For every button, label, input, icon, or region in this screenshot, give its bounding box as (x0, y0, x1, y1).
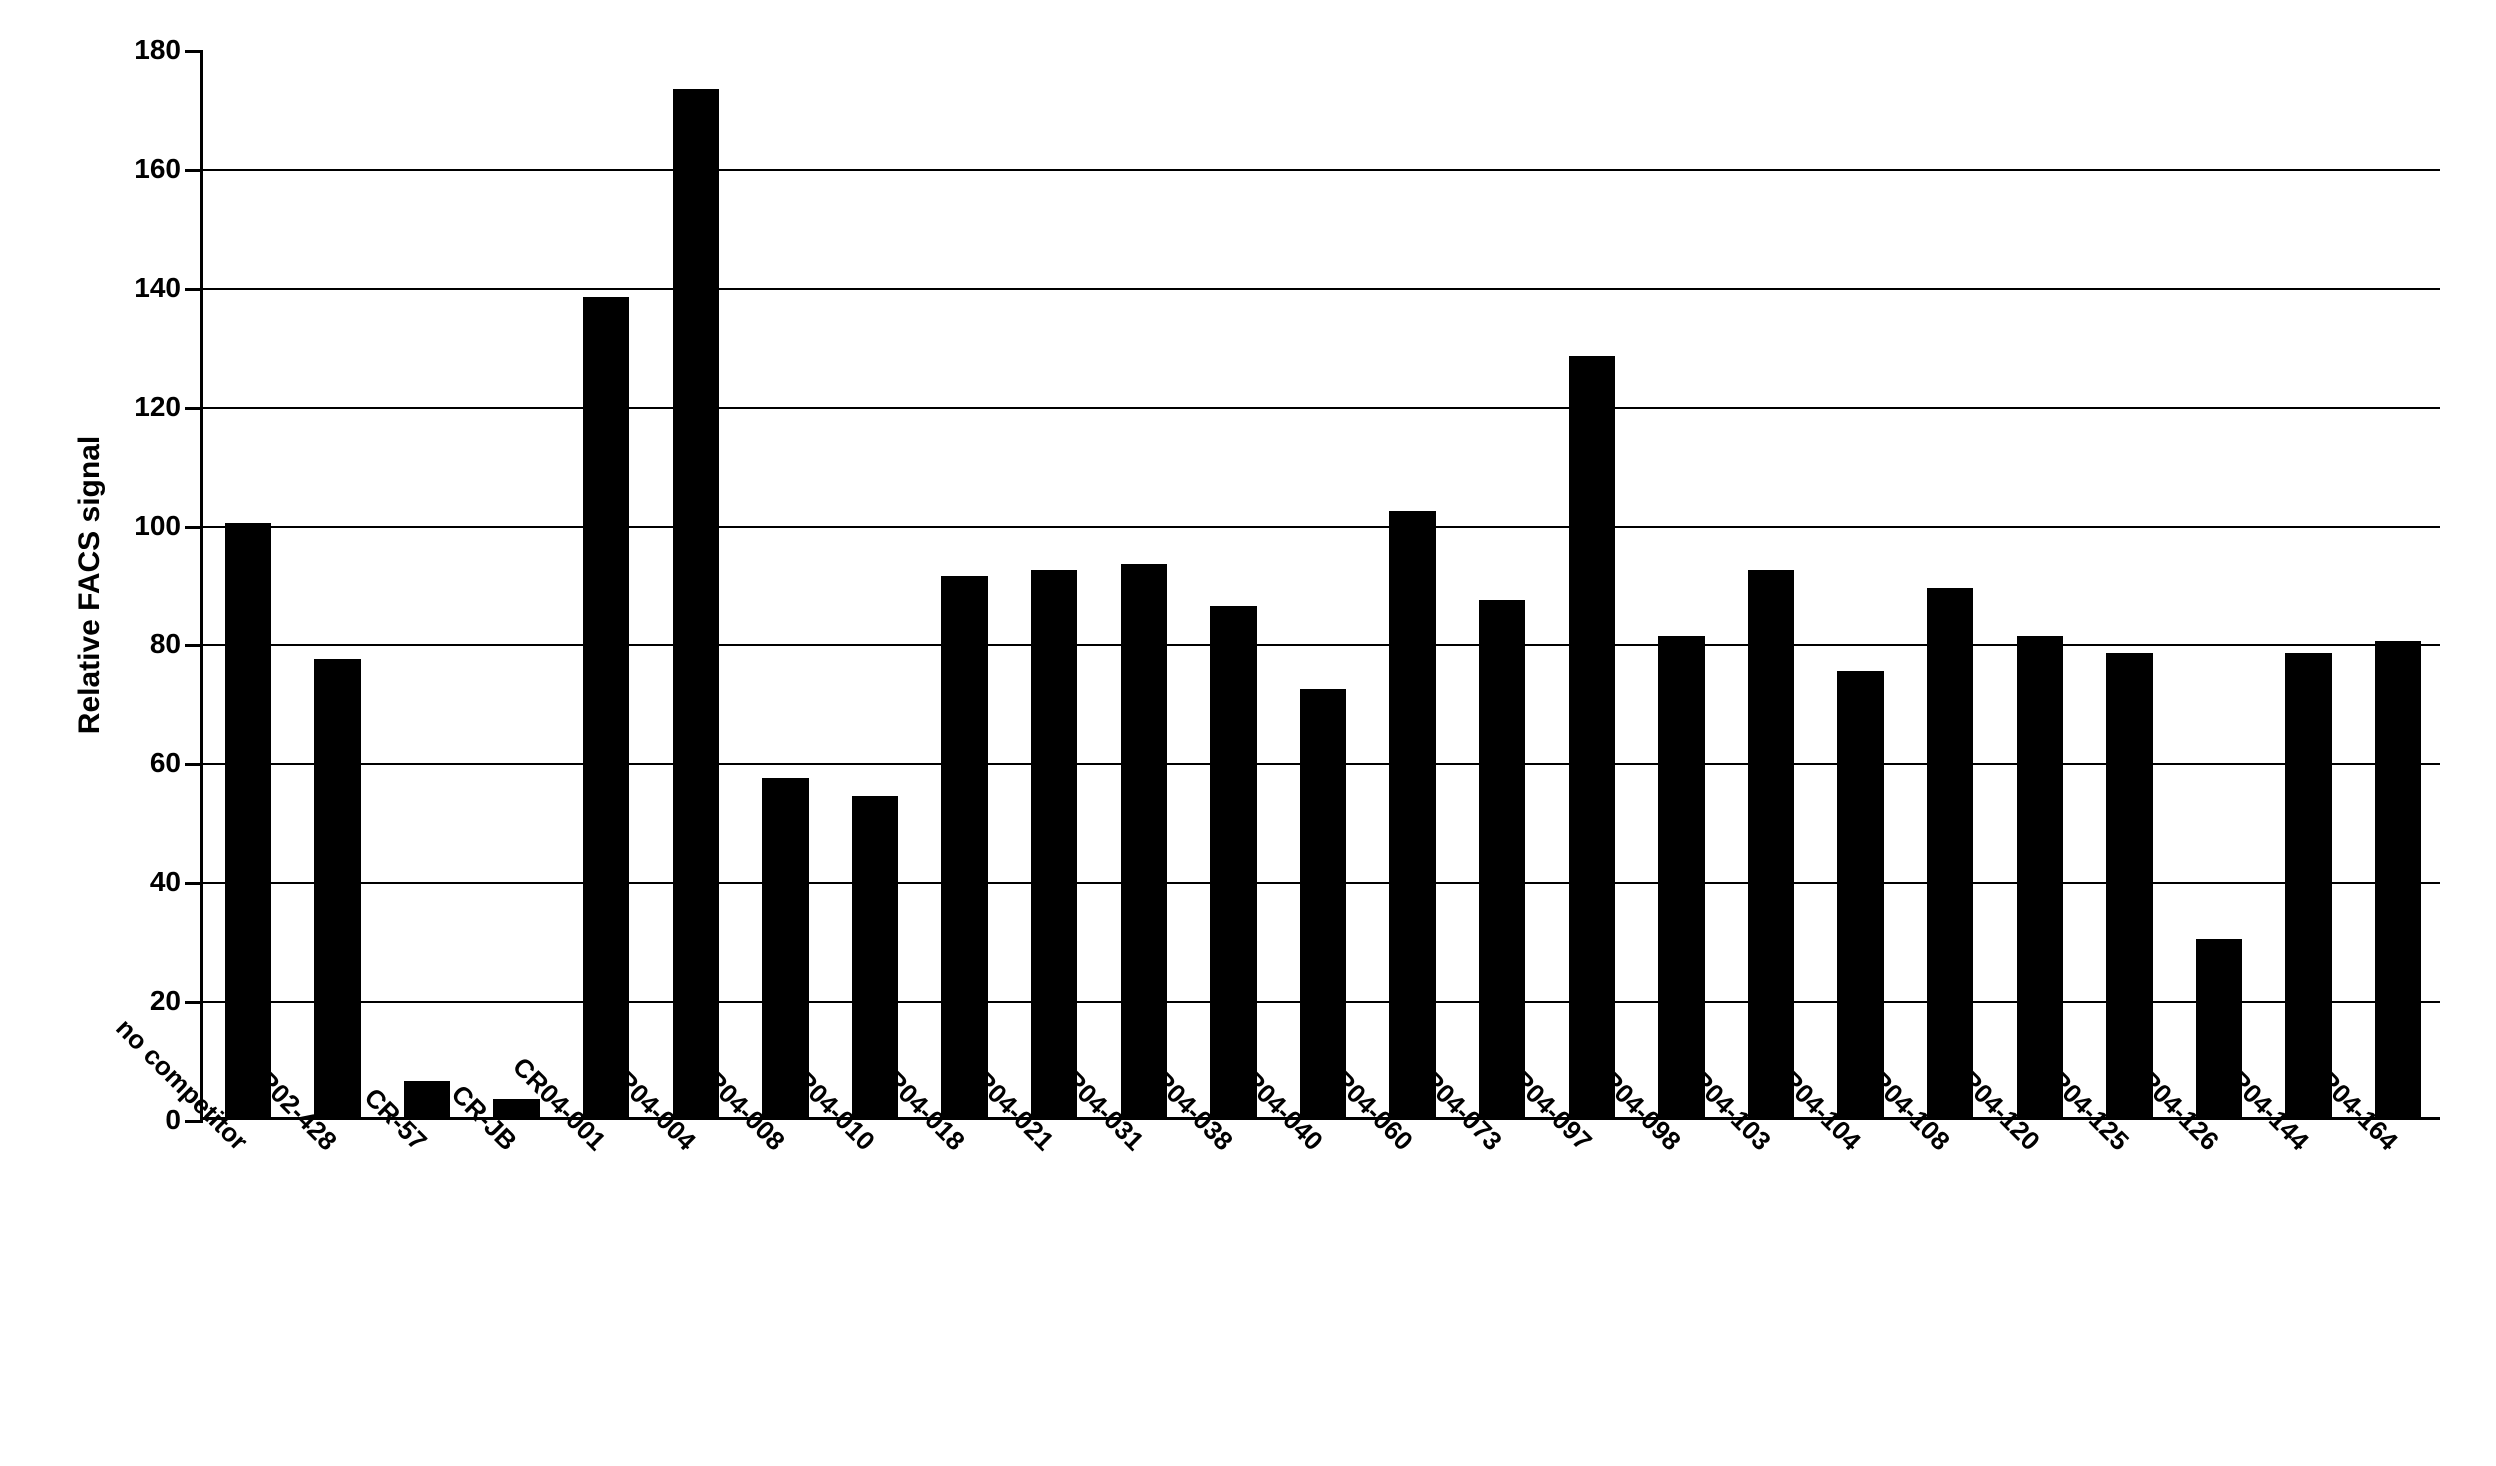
gridline (203, 526, 2440, 528)
bar (1479, 600, 1526, 1117)
y-tick-label: 80 (150, 628, 203, 660)
bar (1300, 689, 1347, 1117)
y-axis-title: Relative FACS signal (73, 436, 107, 734)
y-tick-label: 160 (134, 153, 203, 185)
bar (1837, 671, 1884, 1117)
bar (2017, 636, 2064, 1118)
gridline (203, 169, 2440, 171)
bar (583, 297, 630, 1117)
y-tick-label: 40 (150, 866, 203, 898)
facs-bar-chart: no competitorCR02-428CR-57CR-JBCR04-001C… (0, 0, 2496, 1466)
y-tick-label: 140 (134, 272, 203, 304)
bar (314, 659, 361, 1117)
gridline (203, 1001, 2440, 1003)
bars-layer (203, 50, 2440, 1117)
y-tick-label: 20 (150, 985, 203, 1017)
bar (1927, 588, 1974, 1117)
x-tick-label: CR04-164 (2382, 1135, 2488, 1241)
bar (2375, 641, 2422, 1117)
bar (404, 1081, 451, 1117)
y-tick-label: 180 (134, 34, 203, 66)
y-tick-label: 60 (150, 747, 203, 779)
bar (1210, 606, 1257, 1117)
bar (673, 89, 720, 1117)
bar (1121, 564, 1168, 1117)
bar (941, 576, 988, 1117)
bar (1748, 570, 1795, 1117)
gridline (203, 644, 2440, 646)
bar (2285, 653, 2332, 1117)
y-tick-label: 100 (134, 510, 203, 542)
y-tick-label: 120 (134, 391, 203, 423)
bar (2106, 653, 2153, 1117)
bar (1031, 570, 1078, 1117)
x-tick-label: CR-57 (411, 1135, 486, 1210)
bar (225, 523, 272, 1117)
y-tick-label: 0 (165, 1104, 203, 1136)
bar (1389, 511, 1436, 1117)
gridline (203, 407, 2440, 409)
bar (1658, 636, 1705, 1118)
plot-area: no competitorCR02-428CR-57CR-JBCR04-001C… (200, 50, 2440, 1120)
x-axis-labels: no competitorCR02-428CR-57CR-JBCR04-001C… (203, 1117, 2440, 1367)
gridline (203, 288, 2440, 290)
gridline (203, 763, 2440, 765)
x-tick-label: CR-JB (501, 1135, 579, 1213)
gridline (203, 882, 2440, 884)
